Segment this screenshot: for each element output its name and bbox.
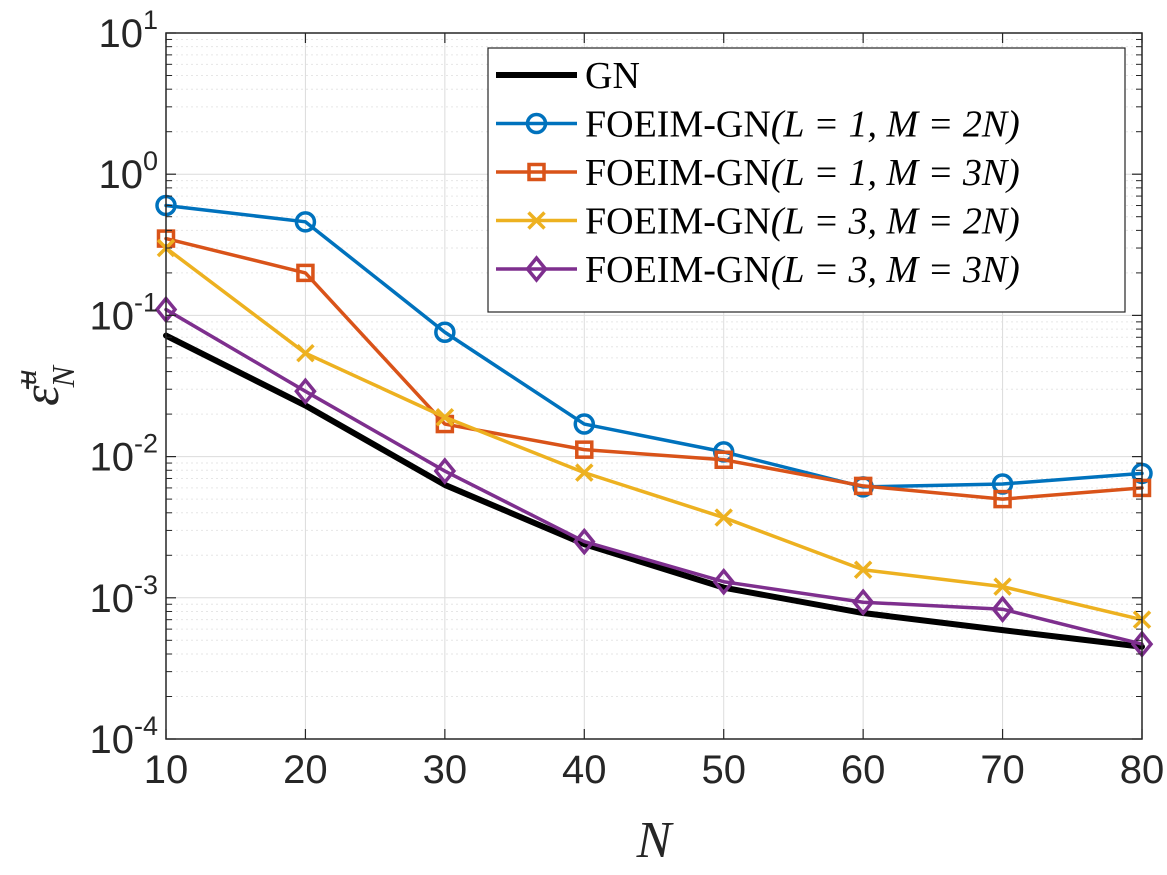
- y-tick-label: 10-3: [89, 570, 158, 621]
- y-tick-labels: 10-4 10-3 10-2 10-1 100 101: [89, 5, 158, 762]
- series-0: [163, 332, 1145, 650]
- x-tick-label: 70: [980, 748, 1025, 792]
- data-point: [296, 343, 315, 363]
- data-point: [853, 476, 873, 496]
- x-tick-label: 10: [144, 748, 189, 792]
- data-point: [993, 577, 1012, 596]
- data-point: [434, 321, 456, 343]
- legend-entry-1: FOEIM-GN(L = 1, M = 2N): [496, 104, 1020, 146]
- legend-label: FOEIM-GN(L = 1, M = 3N): [585, 152, 1020, 194]
- data-point: [294, 377, 317, 406]
- legend-label: FOEIM-GN(L = 3, M = 2N): [585, 201, 1020, 243]
- legend-swatch-marker: [525, 255, 548, 283]
- series-layer: [154, 194, 1154, 658]
- y-tick-label: 10-1: [89, 287, 158, 338]
- data-point: [573, 413, 596, 435]
- data-point: [991, 595, 1014, 623]
- legend-label: FOEIM-GN(L = 1, M = 2N): [585, 104, 1020, 146]
- y-axis-label-sup: u: [7, 369, 43, 385]
- data-point: [575, 463, 594, 482]
- x-tick-label: 50: [701, 748, 746, 792]
- data-point: [435, 408, 455, 427]
- plot-frame: [165, 32, 1143, 740]
- data-point: [712, 567, 735, 596]
- legend-swatch-marker: [525, 112, 548, 135]
- data-point: [575, 440, 594, 459]
- legend-label: FOEIM-GN(L = 3, M = 3N): [585, 249, 1020, 291]
- x-tick-labels: 10 20 30 40 50 60 70 80: [144, 748, 1165, 792]
- series-line: [163, 332, 1145, 650]
- data-point: [573, 527, 596, 556]
- data-point: [853, 560, 873, 579]
- series-line: [164, 246, 1144, 622]
- y-tick-label: 100: [98, 146, 158, 197]
- x-tick-label: 40: [562, 748, 607, 792]
- y-tick-label: 10-2: [89, 429, 158, 480]
- data-point: [714, 508, 733, 527]
- data-point: [714, 450, 733, 469]
- legend-entry-2: FOEIM-GN(L = 1, M = 3N): [496, 152, 1020, 194]
- legend-box: [487, 47, 1126, 313]
- legend-swatch-marker: [527, 162, 546, 182]
- series-line: [164, 236, 1144, 501]
- x-tick-label: 20: [283, 748, 328, 792]
- y-tick-marks: [166, 32, 1142, 740]
- legend-label: GN: [585, 55, 640, 97]
- data-point: [851, 588, 875, 617]
- x-tick-label: 30: [423, 748, 468, 792]
- x-tick-label: 80: [1120, 748, 1165, 792]
- data-point: [433, 457, 457, 485]
- y-tick-label: 101: [98, 5, 158, 56]
- x-tick-label: 60: [841, 748, 886, 792]
- legend-swatch-marker: [527, 211, 546, 230]
- legend-entry-0: GN: [496, 55, 640, 97]
- series-line: [164, 203, 1144, 489]
- y-tick-label: 10-4: [89, 711, 158, 762]
- y-axis-label: ε̄uN: [7, 364, 81, 406]
- legend: GN FOEIM-GN(L = 1, M = 2N) FOEIM-GN(L = 1,…: [487, 47, 1126, 313]
- x-tick-marks: [165, 33, 1143, 739]
- data-point: [993, 489, 1012, 509]
- x-axis-label: N: [636, 812, 675, 869]
- series-line: [164, 307, 1144, 646]
- legend-entry-3: FOEIM-GN(L = 3, M = 2N): [496, 201, 1020, 243]
- y-axis-label-sub: N: [45, 364, 81, 388]
- data-point: [296, 263, 315, 283]
- legend-entry-4: FOEIM-GN(L = 3, M = 3N): [496, 249, 1020, 291]
- data-point: [294, 211, 317, 233]
